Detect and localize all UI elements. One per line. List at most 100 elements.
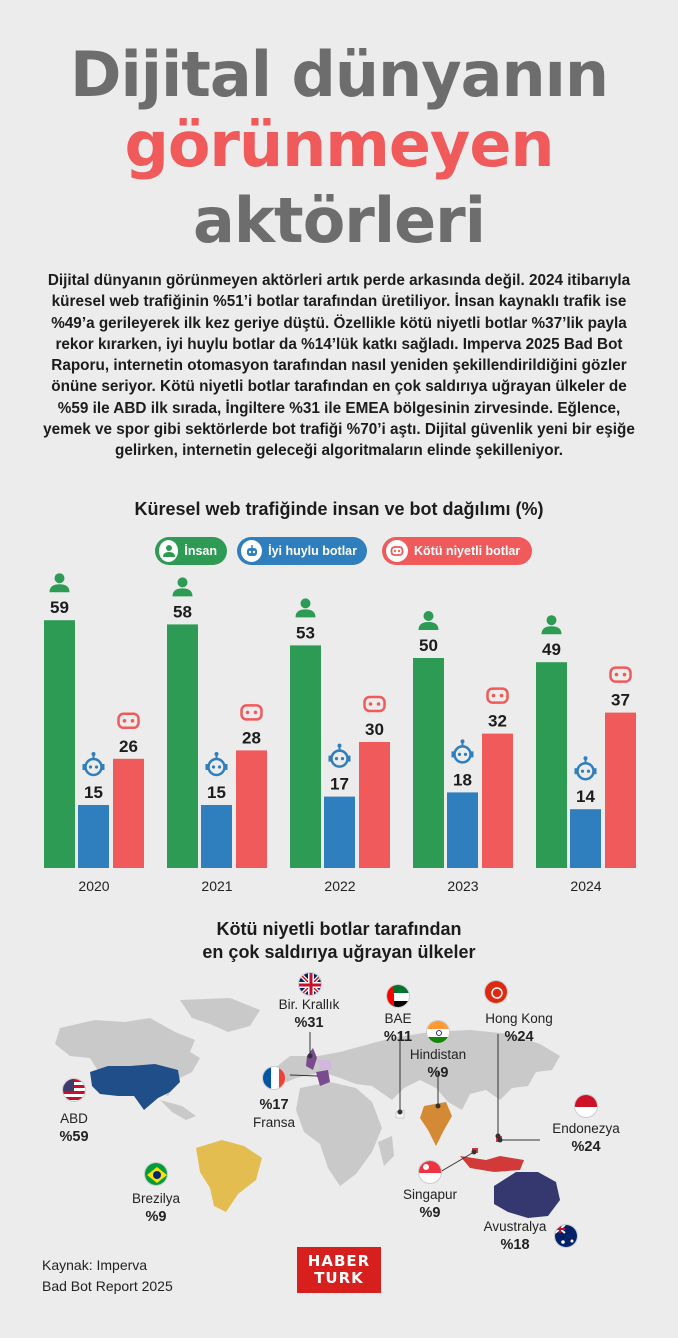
us-flag-icon <box>62 1078 86 1102</box>
data-label: 32 <box>488 712 507 731</box>
country-name: Hindistan <box>409 1047 467 1062</box>
legend-label-kotu-niyetli: Kötü niyetli botlar <box>414 544 521 558</box>
usa-shape <box>90 1064 180 1110</box>
data-label: 15 <box>207 783 226 802</box>
haberturk-logo: HABER TURK <box>297 1247 381 1293</box>
connector-lines <box>289 1032 540 1173</box>
legend-insan: İnsan <box>155 537 227 565</box>
country-pct: %11 <box>383 1029 413 1045</box>
country-pct: %9 <box>145 1209 167 1225</box>
uk-flag-icon <box>298 972 322 996</box>
person-icon <box>295 598 316 618</box>
europe-highlight <box>318 1060 332 1070</box>
person-icon <box>541 615 562 635</box>
data-label: 14 <box>576 787 595 806</box>
country-pct: %9 <box>419 1205 441 1221</box>
chart-title: Küresel web trafiğinde insan ve bot dağı… <box>134 499 544 519</box>
country-label-singapur: Singapur %9 <box>394 1186 466 1222</box>
data-label: 15 <box>84 783 103 802</box>
data-label: 50 <box>419 636 438 655</box>
bar-2023-2 <box>482 733 513 868</box>
logo-line-2: TURK <box>314 1269 364 1287</box>
country-name: Endonezya <box>552 1121 620 1136</box>
country-pct: %9 <box>427 1065 449 1081</box>
country-label-brezilya: Brezilya %9 <box>120 1190 192 1226</box>
data-label: 26 <box>119 737 138 756</box>
country-pct: %18 <box>500 1237 530 1253</box>
bad-bot-icon <box>386 540 408 562</box>
data-label: 49 <box>542 640 561 659</box>
country-pct: %59 <box>59 1129 89 1145</box>
country-label-fransa: %17 Fransa <box>244 1096 304 1132</box>
country-name: BAE <box>384 1011 412 1026</box>
robot-icon <box>205 752 228 777</box>
bar-2022-2 <box>359 742 390 868</box>
bad-bot-icon <box>363 695 386 713</box>
x-tick-label: 2024 <box>570 878 601 894</box>
legend-label-insan: İnsan <box>184 544 217 558</box>
robot-icon <box>574 756 597 781</box>
country-name: Hong Kong <box>485 1011 553 1026</box>
data-label: 30 <box>365 720 384 739</box>
bar-chart: 59 15 26 2020 58 15 28 2021 53 17 30 2022 50 18 32 2023… <box>44 573 636 894</box>
bad-bot-icon <box>609 666 632 683</box>
brazil-shape <box>196 1140 262 1212</box>
bar-2024-2 <box>605 712 636 868</box>
x-tick-label: 2021 <box>201 878 232 894</box>
world-map <box>55 998 560 1218</box>
country-name: Avustralya <box>483 1219 547 1234</box>
france-shape <box>316 1070 330 1086</box>
title-line-1: Dijital dünyanın <box>70 38 609 111</box>
country-label-avustralya: Avustralya %18 <box>472 1218 558 1254</box>
robot-icon <box>451 739 474 764</box>
bar-2021-1 <box>201 805 232 868</box>
robot-icon <box>82 752 105 777</box>
legend-iyi-huylu: İyi huylu botlar <box>237 537 367 565</box>
bar-2020-1 <box>78 805 109 868</box>
map-title: Kötü niyetli botlar tarafından en çok sa… <box>0 918 678 964</box>
bar-2022-1 <box>324 796 355 868</box>
uae-flag-icon <box>386 984 410 1008</box>
bar-2023-0 <box>413 658 444 868</box>
bar-2020-2 <box>113 758 144 868</box>
bar-2021-2 <box>236 750 267 868</box>
country-pct: %31 <box>294 1015 324 1031</box>
person-icon <box>159 540 179 562</box>
brazil-flag-icon <box>144 1162 168 1186</box>
bar-2020-0 <box>44 620 75 868</box>
country-label-hindistan: Hindistan %9 <box>400 1046 476 1082</box>
source-line-1: Kaynak: Imperva <box>42 1257 148 1273</box>
singapore-flag-icon <box>418 1160 442 1184</box>
bad-bot-icon <box>486 687 509 704</box>
data-label: 18 <box>453 770 472 789</box>
country-label-hong-kong: Hong Kong %24 <box>474 1010 564 1046</box>
source-line-2: Bad Bot Report 2025 <box>42 1278 173 1294</box>
intro-paragraph: Dijital dünyanın görünmeyen aktörleri ar… <box>43 272 635 460</box>
country-label-endonezya: Endonezya %24 <box>536 1120 636 1156</box>
bad-bot-icon <box>117 712 140 730</box>
country-name: ABD <box>60 1111 88 1126</box>
data-label: 53 <box>296 623 315 642</box>
france-flag-icon <box>262 1066 286 1090</box>
person-icon <box>418 611 439 630</box>
australia-shape <box>494 1172 560 1218</box>
data-label: 28 <box>242 728 261 747</box>
robot-icon <box>328 743 351 768</box>
country-name: Bir. Krallık <box>278 997 340 1012</box>
map-title-line-1: Kötü niyetli botlar tarafından <box>216 919 462 939</box>
title-line-2: görünmeyen <box>124 108 554 181</box>
bar-2024-0 <box>536 662 567 868</box>
data-label: 37 <box>611 691 630 710</box>
india-shape <box>420 1102 452 1146</box>
country-pct: %17 <box>259 1097 289 1113</box>
x-tick-label: 2022 <box>324 878 355 894</box>
person-icon <box>49 573 70 593</box>
india-flag-icon <box>426 1020 450 1044</box>
country-name: Fransa <box>252 1115 296 1130</box>
country-label-bae: BAE %11 <box>378 1010 418 1046</box>
bar-2024-1 <box>570 809 601 868</box>
legend-kotu-niyetli: Kötü niyetli botlar <box>382 537 532 565</box>
logo-line-1: HABER <box>307 1252 371 1270</box>
bad-bot-icon <box>240 704 263 721</box>
country-label-abd: ABD %59 <box>48 1110 100 1146</box>
